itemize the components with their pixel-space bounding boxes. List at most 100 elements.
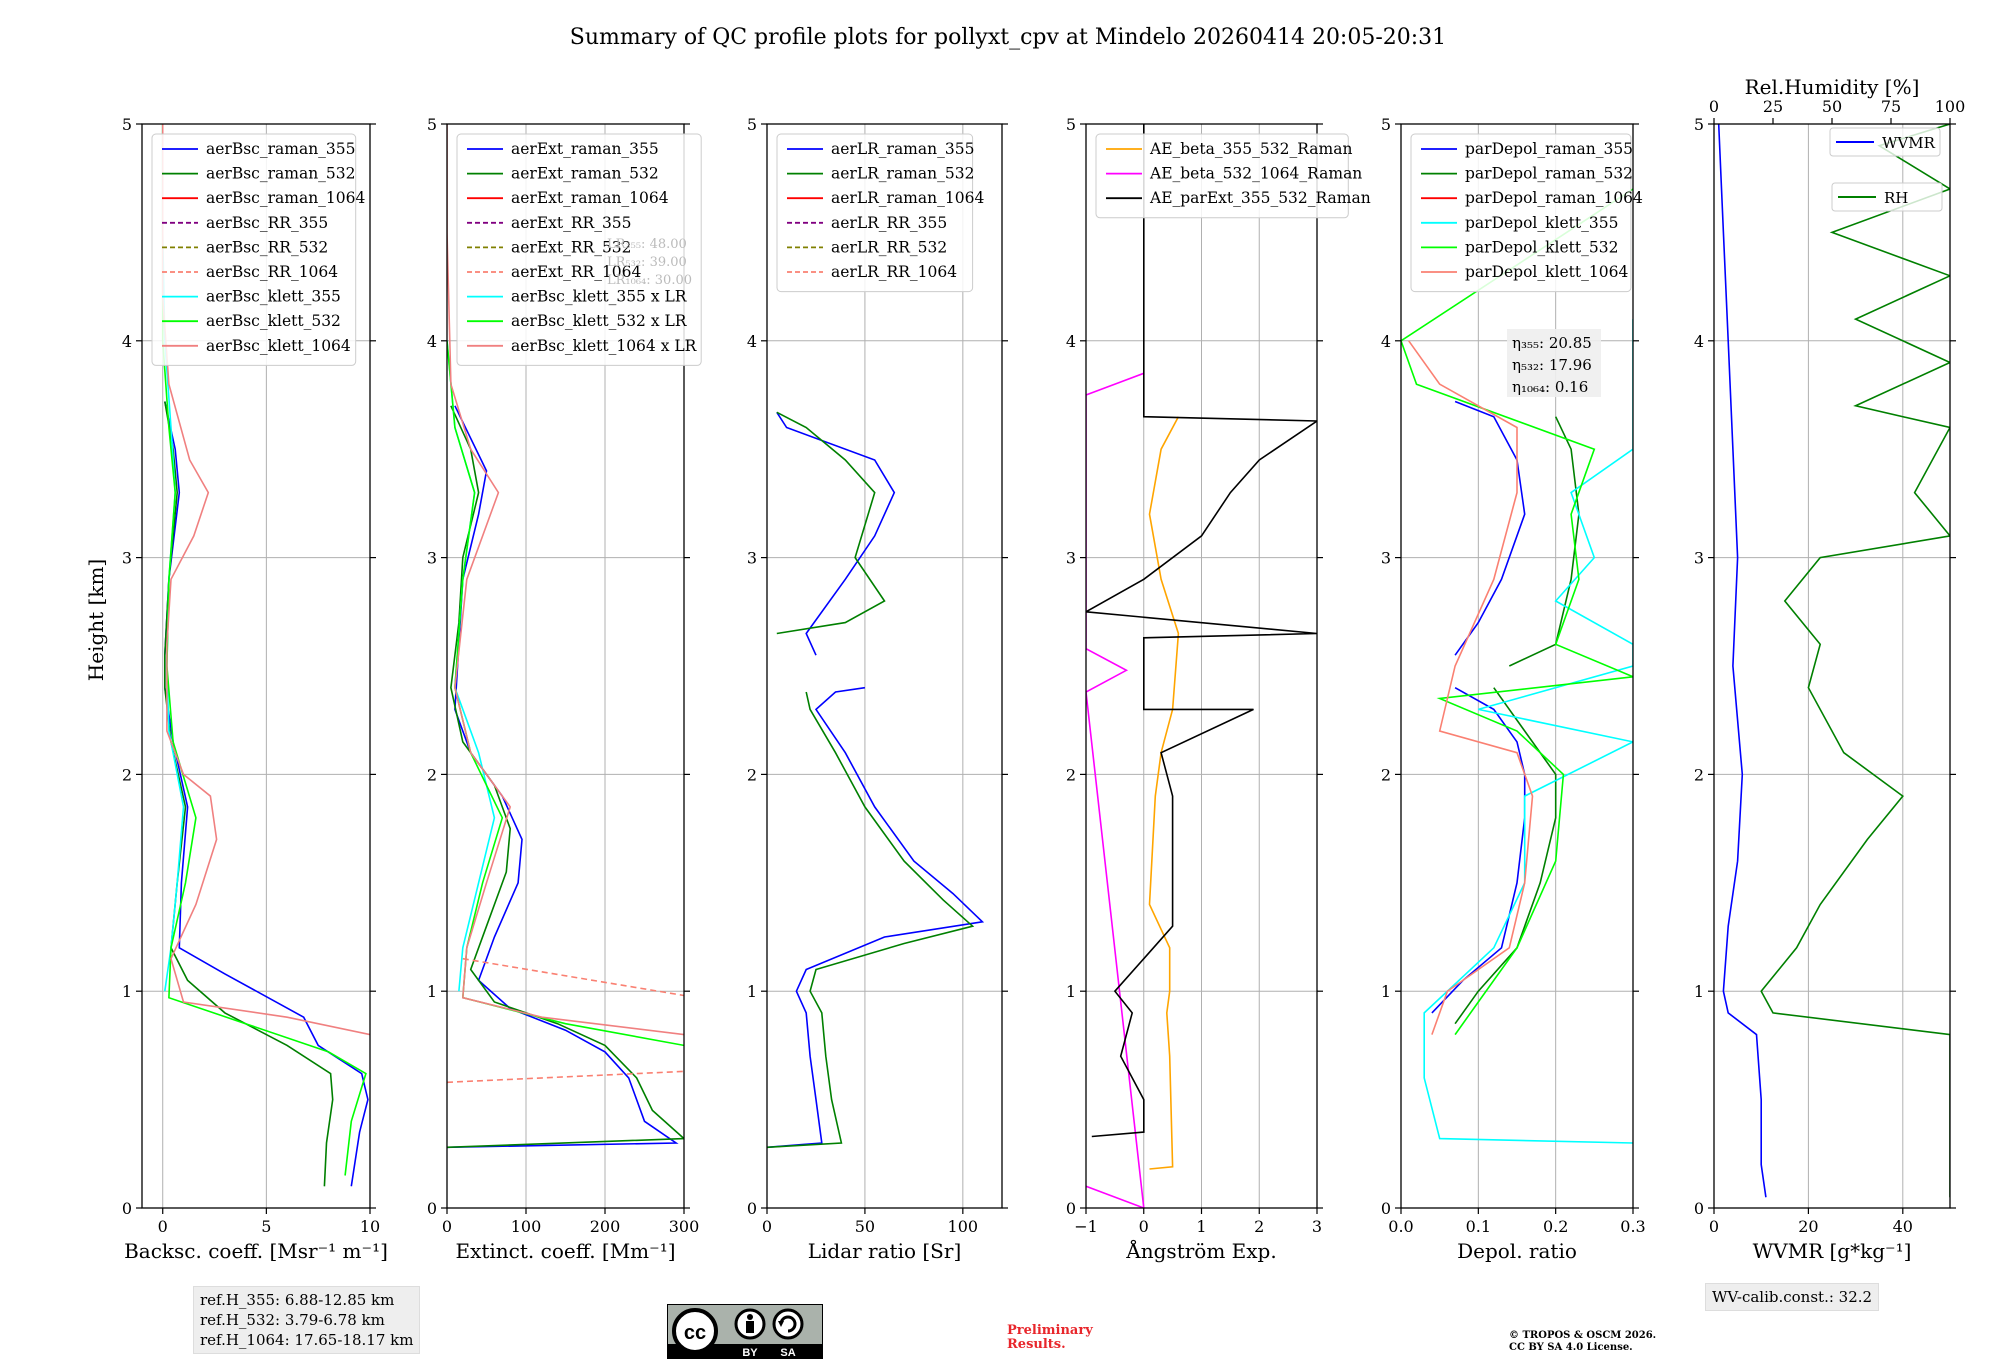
x-axis-label: WVMR [g*kg⁻¹] — [1753, 1239, 1912, 1263]
legend-WVMR: WVMR — [1829, 127, 1941, 157]
legend-label: RH — [1884, 189, 1908, 207]
series-group — [161, 124, 370, 1187]
x-tick-label: −1 — [1074, 1217, 1098, 1236]
legend-label: aerLR_RR_1064 — [831, 263, 957, 281]
axes-frame — [766, 123, 1003, 1209]
series-line-WVMR — [1717, 124, 1767, 1198]
y-tick-label: 0 — [1381, 1199, 1391, 1218]
x-tick-label: 200 — [590, 1217, 621, 1236]
top-x-tick-label: 100 — [1935, 97, 1966, 116]
cc-by-sa-license-badge: cc BY SA — [666, 1303, 824, 1360]
y-tick-label: 1 — [1381, 982, 1391, 1001]
panel-extinction: 0 100 200 300 0 1 2 3 4 5 Extinct. coeff. [Mm⁻¹] ae… — [427, 115, 702, 1263]
by-label: BY — [742, 1347, 758, 1359]
y-tick-label: 4 — [1694, 332, 1704, 351]
y-tick-label: 3 — [427, 549, 437, 568]
y-tick-label: 4 — [747, 332, 757, 351]
wv-calib-text: WV-calib.const.: 32.2 — [1712, 1288, 1873, 1306]
figure-title: Summary of QC profile plots for pollyxt_… — [570, 25, 1446, 50]
x-tick-label: 2 — [1254, 1217, 1264, 1236]
legend-label: aerBsc_raman_1064 — [206, 189, 366, 207]
y-tick-label: 3 — [1694, 549, 1704, 568]
y-tick-label: 3 — [747, 549, 757, 568]
legend-label: aerBsc_RR_355 — [206, 214, 328, 232]
y-tick-label: 5 — [1694, 115, 1704, 134]
series-line-aerLR_raman_532_upper — [776, 411, 886, 635]
legend-label: aerBsc_klett_1064 — [206, 337, 351, 355]
y-tick-label: 4 — [427, 332, 437, 351]
series-line-aerBsc_klett_1064 — [161, 124, 370, 1036]
x-tick-label: 20 — [1798, 1217, 1818, 1236]
x-tick-label: 0.1 — [1466, 1217, 1491, 1236]
y-tick-label: 2 — [1694, 765, 1704, 784]
x-axis-label: Ångström Exp. — [1125, 1238, 1276, 1263]
series-line-aerExt_raman_355 — [447, 405, 679, 1149]
legend-label: WVMR — [1882, 134, 1936, 152]
series-group — [1086, 124, 1317, 1208]
copyright-note: © TROPOS & OSCM 2026. CC BY SA 4.0 Licen… — [1509, 1330, 1657, 1353]
series-group — [447, 124, 684, 1149]
y-tick-label: 4 — [1066, 332, 1076, 351]
series-group — [767, 411, 985, 1149]
y-tick-label: 3 — [122, 549, 132, 568]
axes-frame — [446, 123, 685, 1209]
x-tick-label: 0.0 — [1388, 1217, 1413, 1236]
legend-label: aerLR_raman_355 — [831, 140, 974, 158]
series-line-parDepol_klett_1064 — [1408, 340, 1534, 1035]
eta-annotation: η₃₅₅: 20.85 — [1512, 334, 1592, 352]
panel-depolarization: 0.0 0.1 0.2 0.3 0 1 2 3 4 5 Depol. ratio parDepol_r… — [1381, 115, 1646, 1263]
legend: parDepol_raman_355 parDepol_raman_532 parD… — [1410, 133, 1643, 293]
y-tick-label: 1 — [1066, 982, 1076, 1001]
eta-box — [1507, 329, 1601, 397]
x-tick-label: 0 — [762, 1217, 772, 1236]
y-tick-label: 4 — [1381, 332, 1391, 351]
y-tick-label: 0 — [1066, 1199, 1076, 1218]
legend-label: aerBsc_klett_1064 x LR — [511, 337, 698, 355]
x-tick-label: 1 — [1196, 1217, 1206, 1236]
legend-label: aerLR_RR_355 — [831, 214, 947, 232]
wv-calibration-box: WV-calib.const.: 32.2 — [1705, 1283, 1880, 1311]
series-line-AE_parExt_355_532_Raman — [1086, 124, 1317, 1138]
legend-label: aerBsc_klett_355 — [206, 288, 341, 306]
legend-label: parDepol_klett_532 — [1465, 238, 1618, 256]
legend: aerExt_raman_355 aerExt_raman_532 aerExt_r… — [456, 133, 702, 366]
y-tick-label: 1 — [747, 982, 757, 1001]
top-x-tick-label: 75 — [1881, 97, 1901, 116]
legend: aerBsc_raman_355 aerBsc_raman_532 aerBsc_r… — [151, 133, 366, 366]
legend-label: parDepol_klett_1064 — [1465, 263, 1628, 281]
x-axis-label: Extinct. coeff. [Mm⁻¹] — [455, 1239, 675, 1263]
series-group — [1717, 124, 1950, 1198]
panel-wvmr: 0 20 40 0 1 2 3 4 5 WVMR [g*kg⁻¹] 0 25 50 75 100 Rel.Hu… — [1694, 75, 1965, 1263]
series-line-parDepol_raman_532_upper — [1508, 416, 1580, 667]
top-x-tick-label: 50 — [1822, 97, 1842, 116]
y-tick-label: 1 — [1694, 982, 1704, 1001]
series-line-parDepol_klett_355 — [1423, 319, 1633, 1144]
refh-line-532: ref.H_532: 3.79-6.78 km — [200, 1311, 385, 1329]
legend-label: aerBsc_klett_532 — [206, 312, 341, 330]
lr-annotation: LR₃₅₅: 48.00 — [607, 237, 687, 252]
preliminary-results-note: Preliminary Results. — [1007, 1323, 1093, 1352]
y-tick-label: 0 — [1694, 1199, 1704, 1218]
legend-label: parDepol_raman_532 — [1465, 165, 1633, 183]
legend-label: aerBsc_RR_1064 — [206, 263, 338, 281]
x-tick-label: 100 — [511, 1217, 542, 1236]
y-tick-label: 5 — [427, 115, 437, 134]
series-line-aerBsc_klett_532 x LR — [447, 340, 684, 1047]
series-line-aerExt_RR_1064b — [462, 957, 684, 997]
y-tick-label: 2 — [1066, 765, 1076, 784]
x-tick-label: 0 — [158, 1217, 168, 1236]
refh-line-1064: ref.H_1064: 17.65-18.17 km — [200, 1331, 414, 1349]
legend-label: aerBsc_RR_532 — [206, 238, 328, 256]
legend-label: aerExt_raman_532 — [511, 165, 659, 183]
x-axis-label: Depol. ratio — [1457, 1239, 1577, 1263]
series-line-aerExt_RR_1064 — [447, 1070, 684, 1084]
legend-label: parDepol_klett_355 — [1465, 214, 1618, 232]
x-axis-label: Backsc. coeff. [Msr⁻¹ m⁻¹] — [124, 1239, 388, 1263]
sa-label: SA — [780, 1347, 795, 1359]
x-tick-label: 100 — [948, 1217, 979, 1236]
y-tick-label: 0 — [427, 1199, 437, 1218]
legend: AE_beta_355_532_Raman AE_beta_532_1064_Ra… — [1095, 133, 1371, 219]
series-group — [1401, 188, 1633, 1144]
legend-label: aerBsc_klett_355 x LR — [511, 288, 688, 306]
